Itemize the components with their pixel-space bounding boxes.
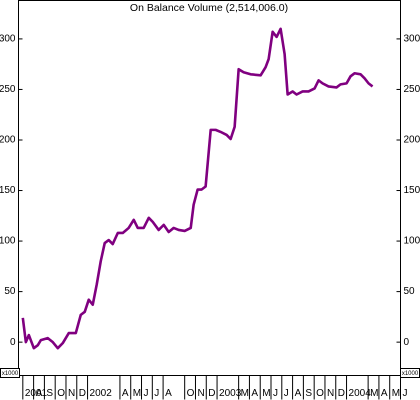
x-tick-label: D	[338, 388, 345, 399]
x-tick-label: A	[165, 388, 172, 399]
x-tick-label: M	[370, 388, 378, 399]
y-tick-label: 300	[404, 34, 420, 45]
y-tick-label: 50	[404, 286, 416, 297]
y-tick-label: 250	[404, 84, 420, 95]
x-tick-label: 2001	[25, 388, 48, 399]
x-tick-label: N	[68, 388, 75, 399]
y-tick-label: 300	[0, 34, 16, 45]
x-tick-label: M	[392, 388, 400, 399]
obv-line	[21, 27, 374, 350]
y-tick-label: 150	[404, 185, 420, 196]
y-tick-label: 150	[0, 185, 16, 196]
unit-label: x1000	[2, 371, 19, 377]
x-tick-label: J	[403, 388, 408, 399]
unit-box	[0, 368, 20, 378]
x-tick-label: O	[187, 388, 195, 399]
x-tick-label: N	[327, 388, 334, 399]
x-tick-label: J	[154, 388, 159, 399]
plot-frame	[18, 0, 401, 376]
y-tick-label: 200	[404, 135, 420, 146]
x-tick-label: M	[262, 388, 270, 399]
chart-title: On Balance Volume (2,514,006.0)	[130, 2, 288, 14]
x-tick-label: M	[241, 388, 249, 399]
y-tick-label: 0	[10, 337, 16, 348]
x-tick-label: J	[273, 388, 278, 399]
x-tick-label: A	[381, 388, 388, 399]
x-tick-label: S	[46, 388, 53, 399]
x-tick-label: 2002	[90, 388, 113, 399]
x-tick-label: S	[305, 388, 312, 399]
x-tick-label: N	[197, 388, 204, 399]
x-tick-label: 2004	[349, 388, 372, 399]
x-tick-label: J	[144, 388, 149, 399]
x-tick-label: D	[208, 388, 215, 399]
x-tick-label: D	[79, 388, 86, 399]
x-tick-label: A	[36, 388, 43, 399]
x-tick-label: 2003	[219, 388, 242, 399]
unit-label: x1000	[402, 371, 419, 377]
x-tick-label: A	[251, 388, 258, 399]
y-tick-label: 200	[0, 135, 16, 146]
x-tick-label: A	[295, 388, 302, 399]
x-tick-label: O	[316, 388, 324, 399]
x-tick-label: A	[122, 388, 129, 399]
x-tick-label: J	[284, 388, 289, 399]
y-tick-label: 100	[0, 236, 16, 247]
x-tick-label: M	[133, 388, 141, 399]
y-tick-label: 0	[404, 337, 410, 348]
x-tick-label: O	[57, 388, 65, 399]
y-tick-label: 100	[404, 236, 420, 247]
y-tick-label: 250	[0, 84, 16, 95]
y-tick-label: 50	[4, 286, 16, 297]
